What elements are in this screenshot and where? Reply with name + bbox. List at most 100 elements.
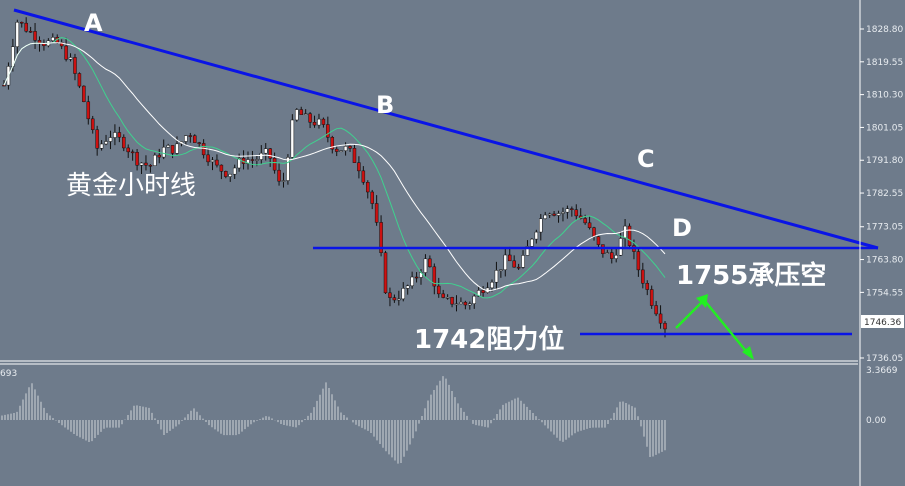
candle-body bbox=[445, 297, 450, 299]
candle-body bbox=[547, 213, 552, 216]
candle-body bbox=[113, 132, 117, 138]
candle-body bbox=[290, 119, 295, 158]
candle-body bbox=[157, 154, 162, 158]
candle-body bbox=[627, 225, 632, 246]
current-price-box bbox=[861, 315, 904, 328]
y-tick-label: 1791.80 bbox=[866, 156, 903, 166]
candle-body bbox=[570, 208, 574, 210]
candle-body bbox=[90, 118, 95, 130]
candle-body bbox=[503, 254, 508, 271]
candle-body bbox=[130, 151, 135, 154]
candle-body bbox=[272, 158, 277, 171]
candle-body bbox=[299, 109, 303, 115]
candle-body bbox=[410, 276, 414, 287]
candle-body bbox=[561, 211, 565, 214]
candle-body bbox=[277, 169, 281, 182]
candle-body bbox=[428, 258, 432, 268]
candle-body bbox=[295, 109, 299, 121]
candle-body bbox=[184, 135, 188, 142]
candle-body bbox=[423, 258, 428, 273]
candle-body bbox=[215, 159, 219, 166]
candle-body bbox=[170, 145, 175, 154]
candle-body bbox=[379, 222, 383, 253]
candle-body bbox=[117, 132, 122, 138]
candle-body bbox=[450, 297, 454, 305]
candle-body bbox=[663, 322, 667, 330]
candle-body bbox=[441, 293, 445, 298]
candle-body bbox=[317, 118, 321, 126]
candle-body bbox=[99, 143, 104, 149]
y-tick-label: 1773.05 bbox=[866, 223, 903, 233]
candle-body bbox=[286, 157, 290, 181]
candle-body bbox=[494, 270, 499, 283]
candle-body bbox=[15, 21, 20, 47]
candle-body bbox=[135, 151, 139, 166]
candle-body bbox=[654, 305, 658, 315]
y-tick-label: 1801.05 bbox=[866, 123, 903, 133]
current-price: 1746.36 bbox=[864, 318, 901, 328]
candle-body bbox=[370, 191, 374, 204]
candle-body bbox=[507, 254, 512, 262]
candle-body bbox=[414, 276, 419, 279]
candle-body bbox=[534, 231, 539, 240]
candle-body bbox=[259, 152, 264, 160]
candle-body bbox=[126, 147, 130, 153]
candle-body bbox=[587, 222, 592, 228]
candle-body bbox=[543, 214, 547, 219]
candle-body bbox=[405, 285, 410, 289]
candle-body bbox=[64, 45, 68, 60]
candle-body bbox=[237, 158, 241, 169]
candle-body bbox=[437, 285, 441, 295]
candle-body bbox=[206, 154, 210, 163]
candle-body bbox=[255, 159, 259, 161]
candle-body bbox=[308, 113, 312, 123]
projection-arrow bbox=[675, 298, 751, 357]
label-b: B bbox=[376, 91, 394, 119]
candle-body bbox=[197, 142, 201, 144]
y-tick-label: 1828.80 bbox=[866, 25, 903, 35]
candle-body bbox=[352, 148, 357, 163]
candle-body bbox=[556, 213, 561, 216]
candle-body bbox=[263, 148, 268, 154]
candle-body bbox=[343, 146, 348, 151]
candle-body bbox=[334, 148, 339, 152]
candle-body bbox=[454, 303, 459, 306]
candle-body bbox=[401, 288, 406, 300]
osc-tick-zero: 0.00 bbox=[866, 416, 886, 426]
candle-body bbox=[122, 136, 126, 149]
candle-body bbox=[303, 113, 308, 115]
candle-body bbox=[348, 146, 352, 149]
candle-body bbox=[73, 57, 77, 74]
candle-body bbox=[481, 290, 485, 293]
candle-body bbox=[463, 301, 468, 306]
candle-body bbox=[153, 154, 157, 166]
candle-body bbox=[552, 213, 556, 216]
moving-averages bbox=[3, 37, 666, 299]
candles bbox=[2, 17, 667, 338]
candle-body bbox=[19, 21, 24, 24]
candle-body bbox=[104, 141, 108, 145]
candle-body bbox=[361, 170, 366, 183]
candle-body bbox=[144, 162, 148, 166]
support-label: 1742阻力位 bbox=[414, 324, 564, 355]
candle-body bbox=[472, 295, 476, 304]
candle-body bbox=[357, 162, 361, 172]
chart-title: 黄金小时线 bbox=[66, 171, 196, 201]
candle-body bbox=[193, 135, 197, 143]
candle-body bbox=[366, 182, 370, 193]
arrow-head-up-icon bbox=[696, 294, 708, 308]
candle-body bbox=[565, 208, 570, 213]
candle-body bbox=[539, 218, 543, 233]
candle-body bbox=[82, 85, 86, 103]
candle-body bbox=[268, 148, 272, 159]
candle-body bbox=[330, 137, 335, 150]
label-d: D bbox=[672, 214, 692, 242]
candle-body bbox=[312, 121, 317, 126]
osc-tick-top: 3.3669 bbox=[866, 366, 898, 376]
oscillator-label: 693 bbox=[0, 369, 17, 379]
candle-body bbox=[388, 292, 392, 298]
candle-body bbox=[592, 227, 596, 237]
candle-body bbox=[86, 101, 91, 120]
candle-body bbox=[374, 203, 379, 223]
